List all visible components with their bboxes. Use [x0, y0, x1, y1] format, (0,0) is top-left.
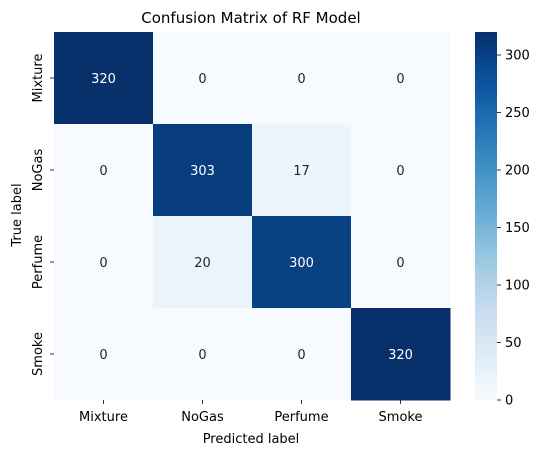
heatmap-cell: [54, 308, 154, 401]
colorbar-ticks: 0 50 100 150 200 250 300: [497, 49, 530, 409]
y-axis: Mixture NoGas Perfume Smoke: [31, 54, 54, 376]
x-axis: Mixture NoGas Perfume Smoke: [79, 400, 422, 425]
heatmap-cell: [252, 32, 352, 125]
y-tick-label: Perfume: [31, 235, 46, 289]
cell-value-label: 0: [396, 256, 404, 271]
heatmap-cell: [252, 124, 352, 217]
heatmap-cell: [54, 124, 154, 217]
colorbar-tick-label: 300: [505, 49, 530, 64]
cell-value-label: 0: [297, 72, 305, 87]
y-tick-label: Mixture: [31, 54, 46, 103]
heatmap-cell: [153, 32, 253, 125]
heatmap-cell: [351, 308, 451, 401]
cell-value-label: 300: [289, 256, 314, 271]
y-axis-label: True label: [10, 183, 25, 247]
x-tick-label: Mixture: [79, 410, 128, 425]
cell-value-label: 0: [99, 256, 107, 271]
colorbar-tick-label: 0: [505, 394, 513, 409]
colorbar-tick-label: 200: [505, 164, 530, 179]
y-tick-label: NoGas: [31, 149, 46, 192]
colorbar-tick-label: 100: [505, 279, 530, 294]
colorbar-tick-label: 150: [505, 221, 530, 236]
colorbar-tick-label: 250: [505, 106, 530, 121]
cell-value-label: 0: [396, 164, 404, 179]
heatmap-cell: [252, 216, 352, 309]
cell-value-label: 320: [91, 72, 116, 87]
heatmap-cell: [153, 308, 253, 401]
heatmap-cell: [54, 32, 154, 125]
x-tick-label: NoGas: [181, 410, 224, 425]
heatmap-cell: [351, 124, 451, 217]
heatmap-grid: [54, 32, 451, 401]
colorbar-gradient: [475, 32, 497, 400]
cell-value-label: 303: [190, 164, 215, 179]
heatmap-cell: [351, 216, 451, 309]
colorbar: 0 50 100 150 200 250 300: [475, 32, 530, 409]
heatmap-cell: [54, 216, 154, 309]
x-axis-label: Predicted label: [203, 432, 300, 447]
cell-value-labels: 320 0 0 0 0 303 17 0 0 20 300 0 0 0 0 320: [91, 72, 413, 363]
heatmap-cell: [153, 124, 253, 217]
cell-value-label: 0: [99, 164, 107, 179]
y-tick-label: Smoke: [31, 332, 46, 376]
cell-value-label: 0: [396, 72, 404, 87]
chart-title: Confusion Matrix of RF Model: [141, 9, 360, 27]
cell-value-label: 0: [297, 348, 305, 363]
cell-value-label: 20: [194, 256, 211, 271]
cell-value-label: 0: [99, 348, 107, 363]
colorbar-tick-label: 50: [505, 336, 522, 351]
heatmap-cell: [351, 32, 451, 125]
cell-value-label: 0: [198, 348, 206, 363]
x-tick-label: Perfume: [274, 410, 328, 425]
cell-value-label: 320: [388, 348, 413, 363]
heatmap-cell: [153, 216, 253, 309]
cell-value-label: 0: [198, 72, 206, 87]
x-tick-label: Smoke: [379, 410, 423, 425]
cell-value-label: 17: [293, 164, 310, 179]
heatmap-cell: [252, 308, 352, 401]
